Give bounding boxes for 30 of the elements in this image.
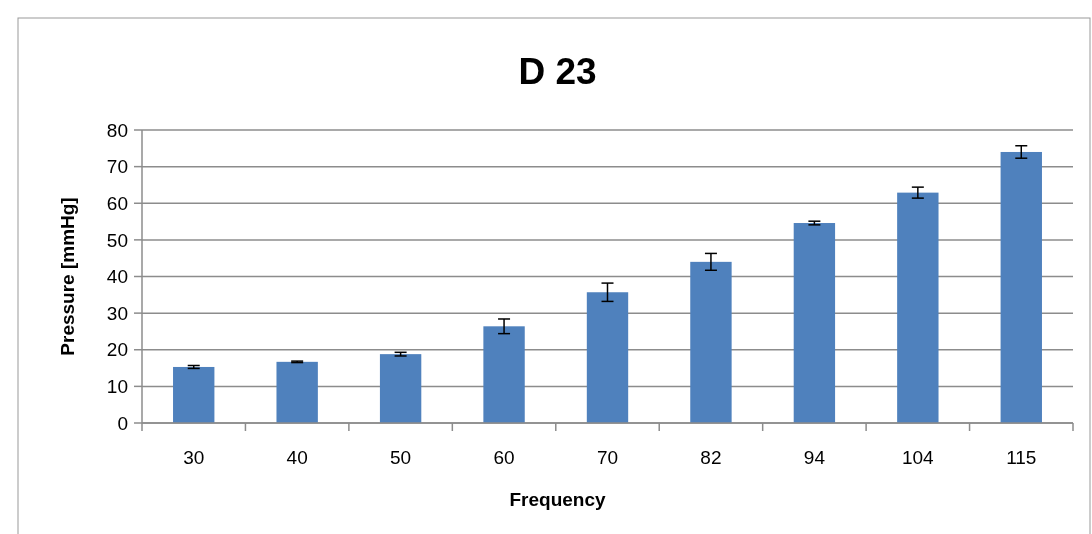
x-tick-label: 60 [493, 447, 515, 468]
y-tick-label: 40 [106, 266, 128, 288]
x-tick-label: 94 [803, 447, 826, 468]
y-tick-label: 50 [106, 229, 128, 251]
y-tick-label: 20 [106, 339, 128, 361]
x-axis-title: Frequency [509, 489, 606, 510]
bar [690, 261, 732, 423]
y-tick-label: 80 [106, 119, 128, 141]
x-tick-label: 70 [596, 447, 619, 468]
bar [483, 326, 525, 423]
bar [793, 223, 836, 423]
x-tick-label: 104 [901, 447, 935, 468]
y-tick-label: 70 [106, 156, 128, 178]
chart-title: D 23 [518, 51, 597, 92]
x-tick-label: 50 [390, 447, 412, 468]
bar [897, 192, 939, 423]
y-tick-label: 60 [106, 192, 128, 214]
y-tick-label: 10 [106, 376, 128, 398]
x-tick-label: 82 [700, 447, 722, 468]
x-tick-label: 115 [1006, 447, 1037, 468]
x-tick-label: 40 [286, 447, 308, 468]
y-axis-title: Pressure [mmHg] [57, 197, 78, 356]
bar [1000, 151, 1042, 423]
bar [379, 354, 422, 423]
bar [173, 366, 215, 423]
bar [586, 292, 629, 423]
y-tick-label: 30 [106, 302, 128, 324]
x-tick-label: 30 [183, 447, 205, 468]
y-tick-label: 0 [117, 412, 128, 434]
bar [276, 361, 318, 423]
